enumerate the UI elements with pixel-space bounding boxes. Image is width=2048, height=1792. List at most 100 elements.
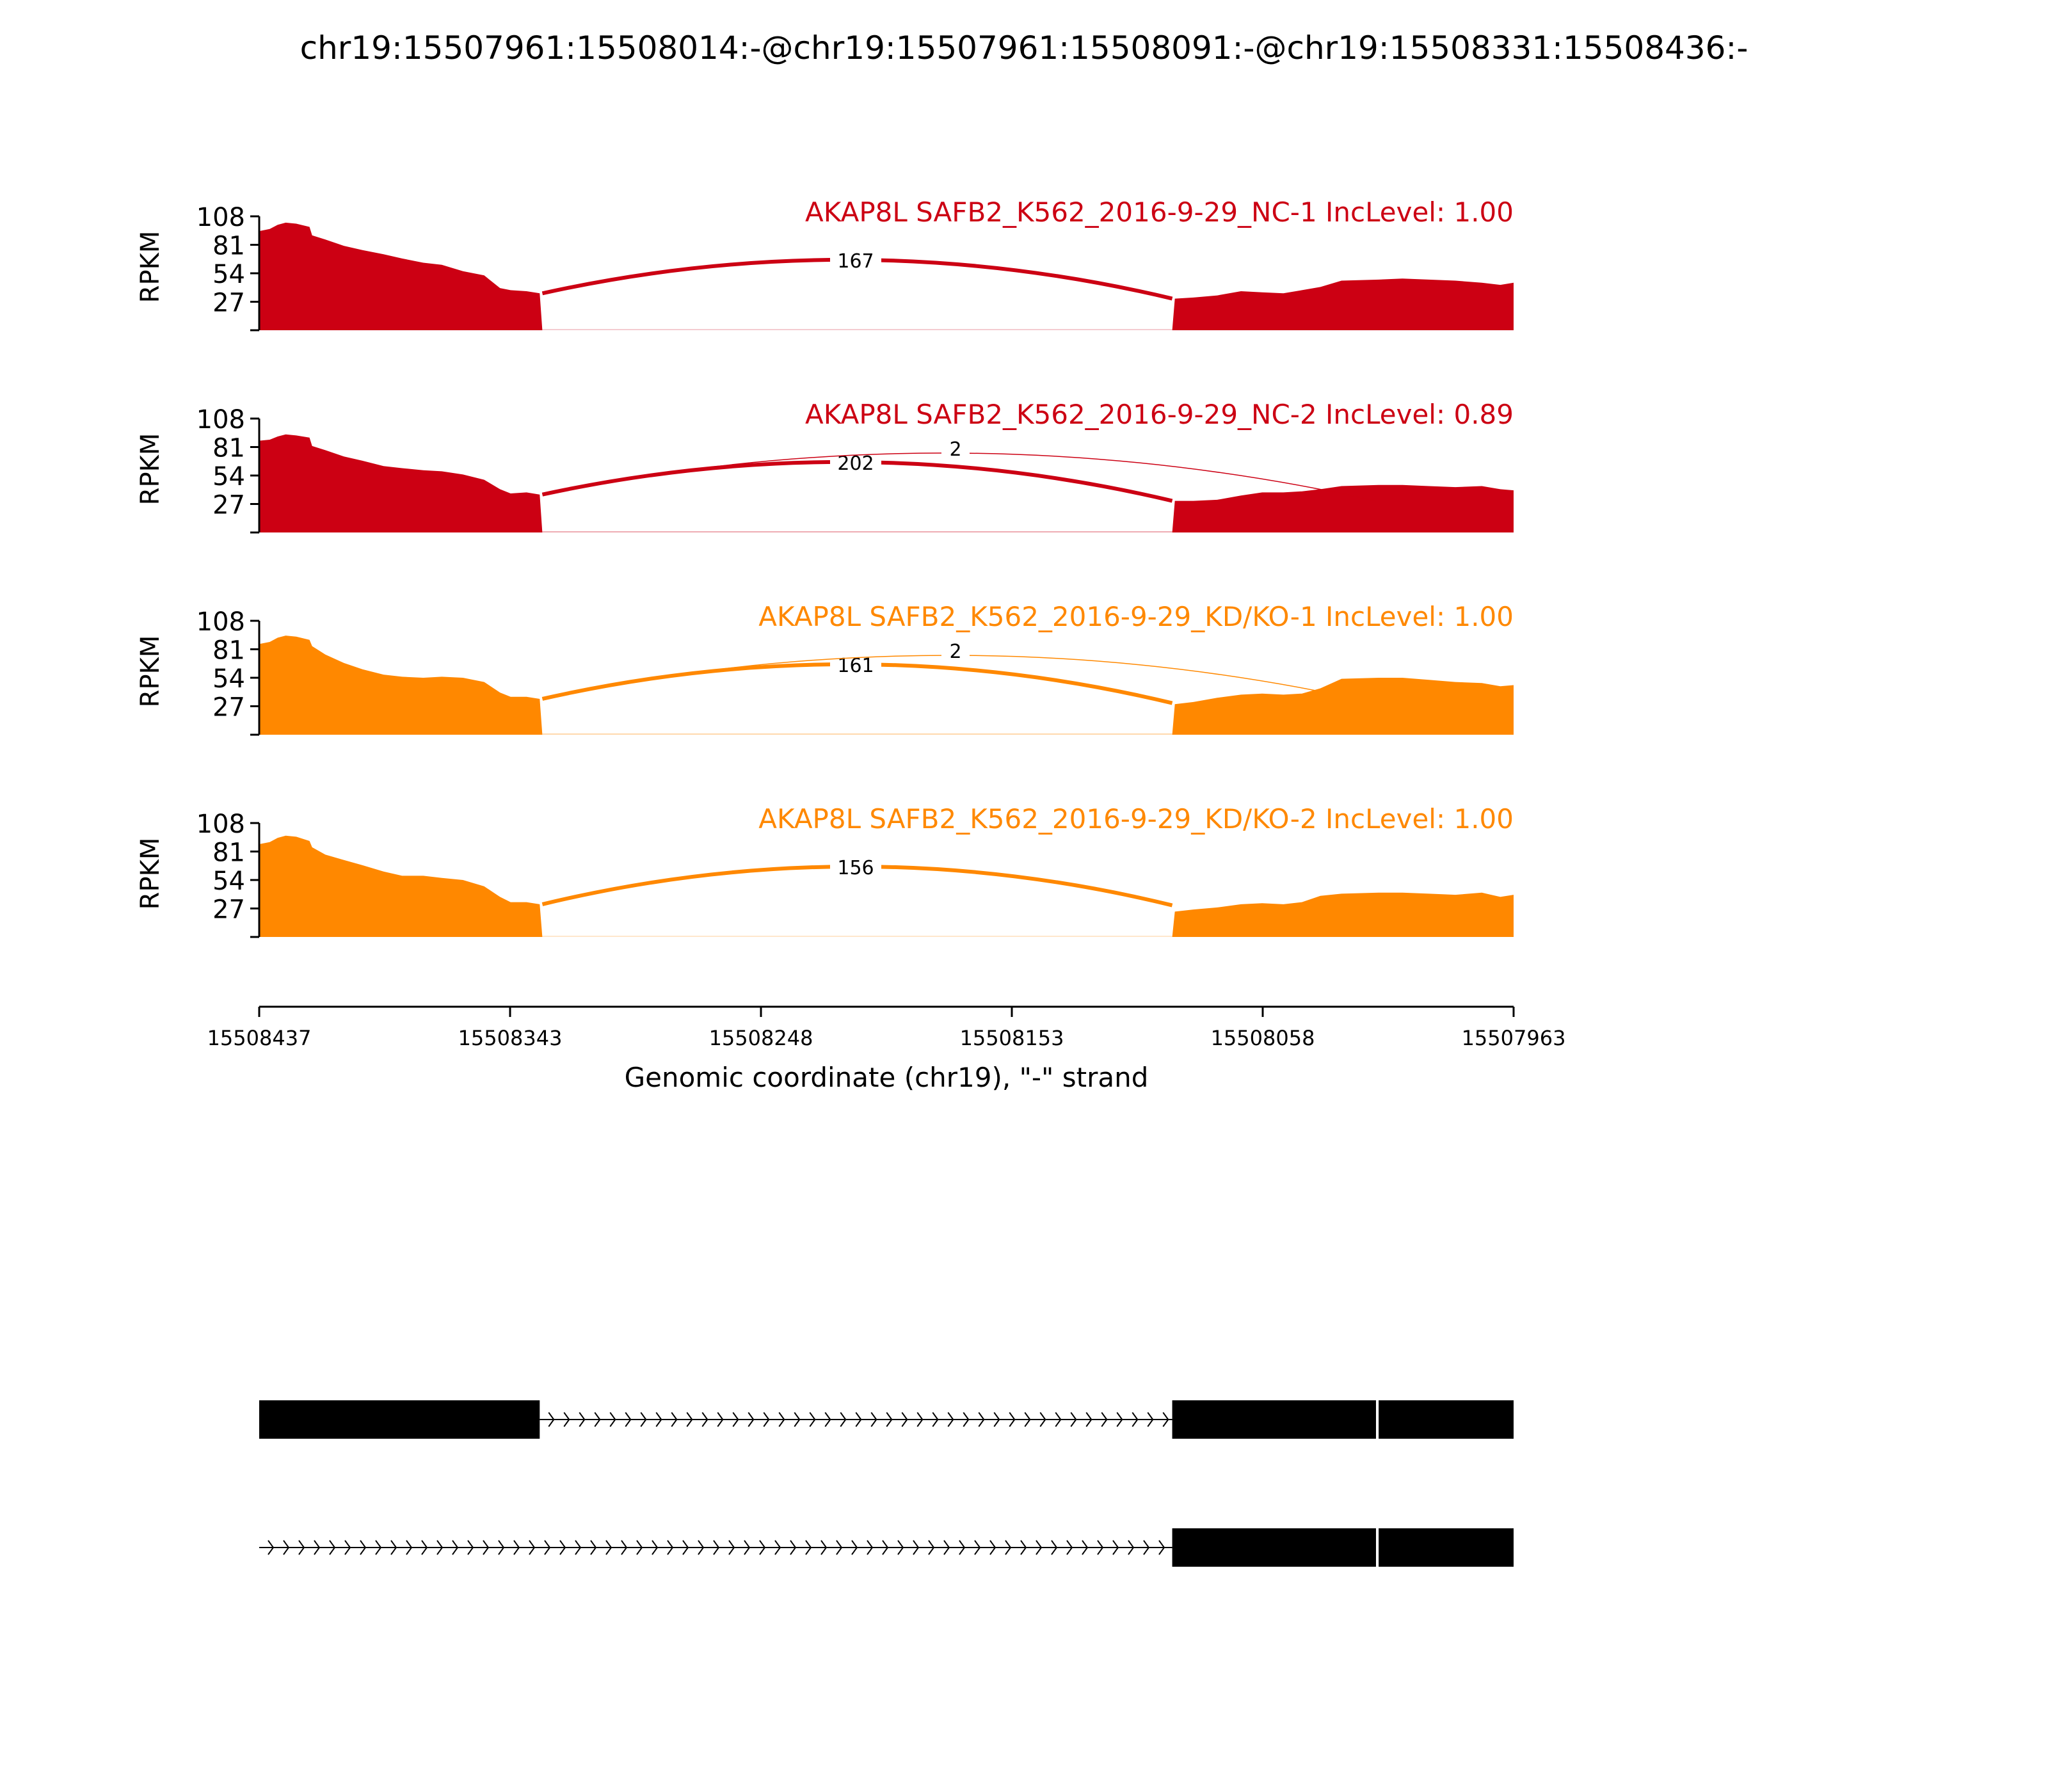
y-axis-label: RPKM <box>136 636 165 708</box>
strand-arrow <box>989 1540 996 1555</box>
strand-arrow <box>978 1412 985 1427</box>
strand-arrow <box>759 1540 766 1555</box>
junction-count: 2 <box>949 438 961 461</box>
strand-arrow <box>932 1412 939 1427</box>
strand-arrow <box>329 1540 336 1555</box>
strand-arrow <box>375 1540 382 1555</box>
junction-count-bg <box>830 248 881 271</box>
strand-arrow <box>548 1412 555 1427</box>
y-tick-label: 108 <box>196 405 245 435</box>
strand-arrow <box>1070 1412 1077 1427</box>
strand-arrow <box>640 1412 647 1427</box>
x-axis-label: Genomic coordinate (chr19), "-" strand <box>625 1062 1149 1093</box>
strand-arrow <box>283 1540 290 1555</box>
strand-arrow <box>713 1540 720 1555</box>
sample-label: AKAP8L SAFB2_K562_2016-9-29_NC-1 IncLeve… <box>805 196 1514 228</box>
strand-arrow <box>436 1540 444 1555</box>
strand-arrow <box>1009 1412 1016 1427</box>
y-tick-label: 27 <box>212 491 245 520</box>
y-tick-label: 27 <box>212 895 245 925</box>
strand-arrow <box>360 1540 367 1555</box>
strand-arrow <box>314 1540 321 1555</box>
strand-arrow <box>686 1412 693 1427</box>
strand-arrow <box>406 1540 413 1555</box>
exon-block <box>1172 1528 1376 1567</box>
strand-arrow <box>268 1540 275 1555</box>
strand-arrow <box>594 1412 601 1427</box>
strand-arrow <box>483 1540 490 1555</box>
strand-arrow <box>836 1540 843 1555</box>
y-tick-label: 81 <box>212 232 245 261</box>
strand-arrow <box>559 1540 566 1555</box>
strand-arrow <box>452 1540 459 1555</box>
junction-count: 167 <box>837 250 874 273</box>
strand-arrow <box>748 1412 755 1427</box>
isoform-track <box>259 1528 1514 1567</box>
isoform-track <box>259 1400 1514 1439</box>
y-tick-label: 27 <box>212 693 245 723</box>
strand-arrow <box>1128 1540 1135 1555</box>
strand-arrow <box>728 1540 735 1555</box>
strand-arrow <box>851 1540 858 1555</box>
y-tick-label: 54 <box>212 462 245 492</box>
strand-arrow <box>1024 1412 1031 1427</box>
exon-block <box>259 1400 540 1439</box>
y-tick-label: 54 <box>212 664 245 694</box>
coverage-area <box>259 434 1514 532</box>
x-tick-label: 15508058 <box>1211 1026 1315 1050</box>
strand-arrow <box>805 1540 812 1555</box>
strand-arrow <box>901 1412 908 1427</box>
strand-arrow <box>840 1412 847 1427</box>
strand-arrow <box>1162 1412 1169 1427</box>
x-tick-label: 15508343 <box>458 1026 563 1050</box>
strand-arrow <box>870 1412 877 1427</box>
strand-arrow <box>867 1540 874 1555</box>
strand-arrow <box>698 1540 705 1555</box>
strand-arrow <box>575 1540 582 1555</box>
strand-arrow <box>1020 1540 1027 1555</box>
strand-arrow <box>1066 1540 1073 1555</box>
strand-arrow <box>682 1540 689 1555</box>
strand-arrow <box>1116 1412 1123 1427</box>
strand-arrow <box>625 1412 632 1427</box>
strand-arrow <box>820 1540 828 1555</box>
y-tick-label: 81 <box>212 434 245 463</box>
strand-arrow <box>605 1540 612 1555</box>
strand-arrow <box>621 1540 628 1555</box>
strand-arrow <box>959 1540 966 1555</box>
isoform-tracks <box>259 1400 1514 1567</box>
exon-block <box>1172 1400 1376 1439</box>
y-axis-label: RPKM <box>136 838 165 910</box>
y-tick-label: 54 <box>212 260 245 289</box>
strand-arrow <box>744 1540 751 1555</box>
strand-arrow <box>882 1540 889 1555</box>
strand-arrow <box>1158 1540 1165 1555</box>
y-tick-label: 27 <box>212 289 245 318</box>
strand-arrow <box>886 1412 893 1427</box>
strand-arrow <box>636 1540 643 1555</box>
exon-block <box>1379 1400 1514 1439</box>
strand-arrow <box>563 1412 570 1427</box>
strand-arrow <box>913 1540 920 1555</box>
strand-arrow <box>824 1412 831 1427</box>
strand-arrow <box>701 1412 708 1427</box>
strand-arrow <box>1039 1412 1046 1427</box>
strand-arrow <box>1112 1540 1119 1555</box>
strand-arrow <box>897 1540 904 1555</box>
y-tick-label: 81 <box>212 636 245 666</box>
y-tick-label: 108 <box>196 810 245 839</box>
strand-arrow <box>609 1412 616 1427</box>
strand-arrow <box>928 1540 935 1555</box>
x-tick-label: 15508248 <box>709 1026 813 1050</box>
junction-count-bg <box>941 436 970 460</box>
junction-count-bg <box>830 855 881 878</box>
strand-arrow <box>1147 1412 1154 1427</box>
strand-arrow <box>390 1540 397 1555</box>
strand-arrow <box>778 1412 785 1427</box>
y-tick-label: 81 <box>212 838 245 868</box>
strand-arrow <box>1101 1412 1108 1427</box>
strand-arrow <box>513 1540 520 1555</box>
